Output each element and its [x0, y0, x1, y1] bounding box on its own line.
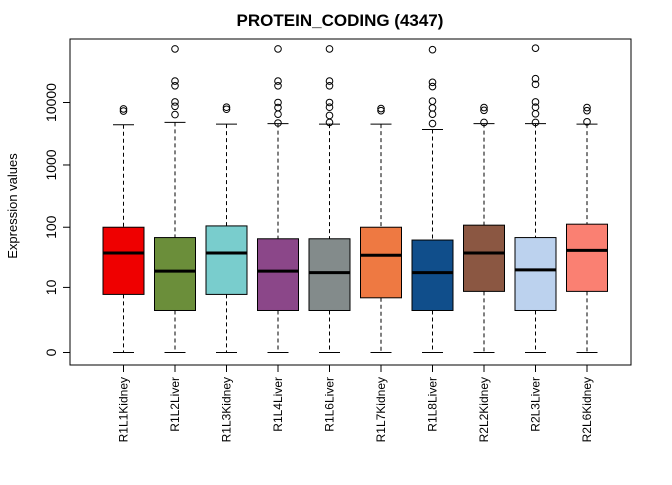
outlier-point — [171, 45, 179, 53]
outlier-point — [428, 97, 437, 105]
x-tick-label: R1L2Liver — [168, 377, 182, 432]
box-R2L2Kidney — [463, 224, 505, 292]
outlier-point — [325, 103, 334, 112]
x-tick-label: R2L6Kidney — [580, 377, 594, 442]
box-R1L7Kidney — [360, 226, 402, 299]
y-tick-label: 100 — [43, 215, 59, 239]
outlier-point — [325, 45, 334, 53]
outlier-point — [531, 74, 540, 83]
outlier-point — [480, 106, 488, 115]
box-R1L3Kidney — [205, 225, 248, 295]
outlier-point — [531, 44, 540, 52]
outlier-point — [377, 104, 385, 113]
x-tick-label: R1L3Kidney — [220, 377, 234, 442]
outlier-point — [171, 82, 179, 90]
outlier-point — [480, 118, 488, 127]
outlier-point — [377, 106, 385, 115]
outlier-point — [531, 103, 540, 112]
y-tick-label: 10000 — [43, 83, 59, 122]
chart-title: PROTEIN_CODING (4347) — [237, 11, 444, 30]
box-R1L2Liver — [154, 237, 196, 311]
box-R2L6Kidney — [566, 223, 608, 292]
outlier-point — [222, 105, 231, 114]
outlier-point — [583, 118, 591, 126]
outlier-point — [274, 103, 282, 112]
box-R1L4Liver — [257, 238, 299, 311]
plot-layer: 0 10 100 1000 10000 R1L1Kidney R1L2Liver R1L3Ki… — [43, 44, 608, 442]
outlier-point — [119, 105, 128, 113]
outlier-point — [480, 103, 488, 112]
outlier-point — [428, 45, 437, 54]
outlier-point — [325, 77, 334, 85]
y-axis-label: Expression values — [5, 153, 20, 259]
outlier-point — [428, 82, 437, 91]
x-tick-label: R1L8Liver — [426, 377, 440, 432]
outlier-point — [119, 107, 128, 115]
outlier-point — [274, 98, 282, 107]
outlier-point — [274, 45, 282, 53]
outlier-point — [274, 82, 282, 90]
box-R1L1Kidney — [102, 226, 145, 295]
outlier-point — [583, 103, 591, 112]
outlier-point — [171, 77, 179, 85]
x-tick-label: R2L2Kidney — [477, 377, 491, 442]
outlier-point — [531, 80, 540, 89]
x-tick-label: R1L7Kidney — [374, 377, 388, 442]
outlier-point — [274, 77, 282, 85]
box-R1L6Liver — [308, 238, 351, 311]
outlier-point — [428, 119, 437, 128]
y-tick-label: 0 — [43, 348, 59, 356]
x-tick-label: R1L6Liver — [323, 377, 337, 432]
box-R2L3Liver — [514, 237, 557, 311]
y-tick-label: 1000 — [43, 149, 59, 180]
outlier-point — [171, 98, 179, 106]
outlier-point — [428, 78, 437, 87]
outlier-point — [222, 103, 231, 112]
outlier-point — [274, 119, 282, 127]
outlier-point — [325, 98, 334, 107]
outlier-point — [583, 106, 591, 115]
x-tick-label: R2L3Liver — [529, 377, 543, 432]
outlier-point — [171, 110, 179, 119]
y-tick-label: 10 — [43, 279, 59, 295]
outlier-point — [171, 102, 179, 111]
outlier-point — [325, 111, 334, 120]
outlier-point — [325, 82, 334, 90]
x-tick-label: R1L1Kidney — [117, 377, 131, 442]
box-R1L8Liver — [411, 239, 454, 311]
outlier-point — [531, 98, 540, 106]
x-tick-label: R1L4Liver — [271, 377, 285, 432]
outlier-point — [531, 118, 540, 127]
